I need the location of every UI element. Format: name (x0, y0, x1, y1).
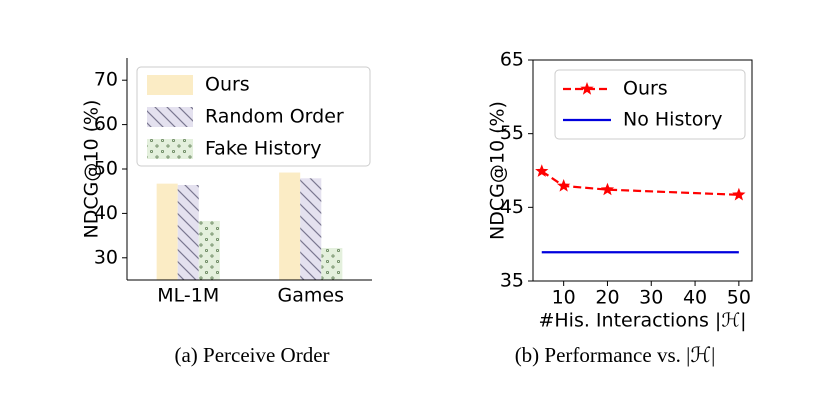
y-tick-label: 70 (94, 69, 118, 91)
legend-label: No History (623, 109, 722, 131)
legend-swatch (147, 75, 193, 95)
marker (732, 187, 746, 201)
legend-marker (580, 82, 594, 95)
marker (535, 164, 549, 177)
legend-label: Ours (205, 74, 250, 96)
bar-hatch (300, 178, 322, 280)
legend-box (136, 66, 371, 167)
legend-box (554, 69, 746, 140)
caption: (b) Performance vs. |ℋ| (515, 343, 716, 367)
x-tick-label: 10 (552, 287, 576, 309)
x-tick-label: 50 (727, 287, 751, 309)
x-tick-label: 40 (683, 287, 707, 309)
marker (600, 182, 615, 196)
x-tick-label: Games (278, 285, 344, 307)
bar-hatch (198, 220, 220, 280)
x-tick-label: 30 (639, 287, 663, 309)
bar-hatch (321, 248, 343, 280)
y-tick-label: 45 (500, 196, 524, 218)
marker (557, 179, 571, 192)
legend-label: Fake History (205, 138, 321, 160)
y-axis-label: NDCG@10 (%) (487, 101, 509, 240)
bar-hatch (177, 184, 199, 280)
caption: (a) Perceive Order (174, 343, 329, 367)
y-tick-label: 65 (500, 49, 524, 71)
x-tick-label: 20 (595, 287, 619, 309)
y-tick-label: 35 (500, 270, 524, 292)
x-tick-label: ML-1M (157, 285, 219, 307)
y-axis-label: NDCG@10 (%) (81, 100, 103, 239)
y-tick-label: 60 (94, 113, 118, 135)
legend-label: Ours (623, 78, 668, 100)
y-tick-label: 30 (94, 246, 118, 268)
legend-swatch-hatch (147, 139, 193, 159)
plot-frame (532, 59, 753, 282)
bar (156, 183, 178, 280)
legend-label: Random Order (205, 106, 344, 128)
y-tick-label: 50 (94, 158, 118, 180)
legend-swatch-hatch (147, 107, 193, 127)
y-tick-label: 55 (500, 122, 524, 144)
series-line (541, 170, 739, 196)
x-axis-label: #His. Interactions |ℋ| (538, 310, 746, 332)
bar (279, 172, 301, 280)
y-tick-label: 40 (94, 202, 118, 224)
